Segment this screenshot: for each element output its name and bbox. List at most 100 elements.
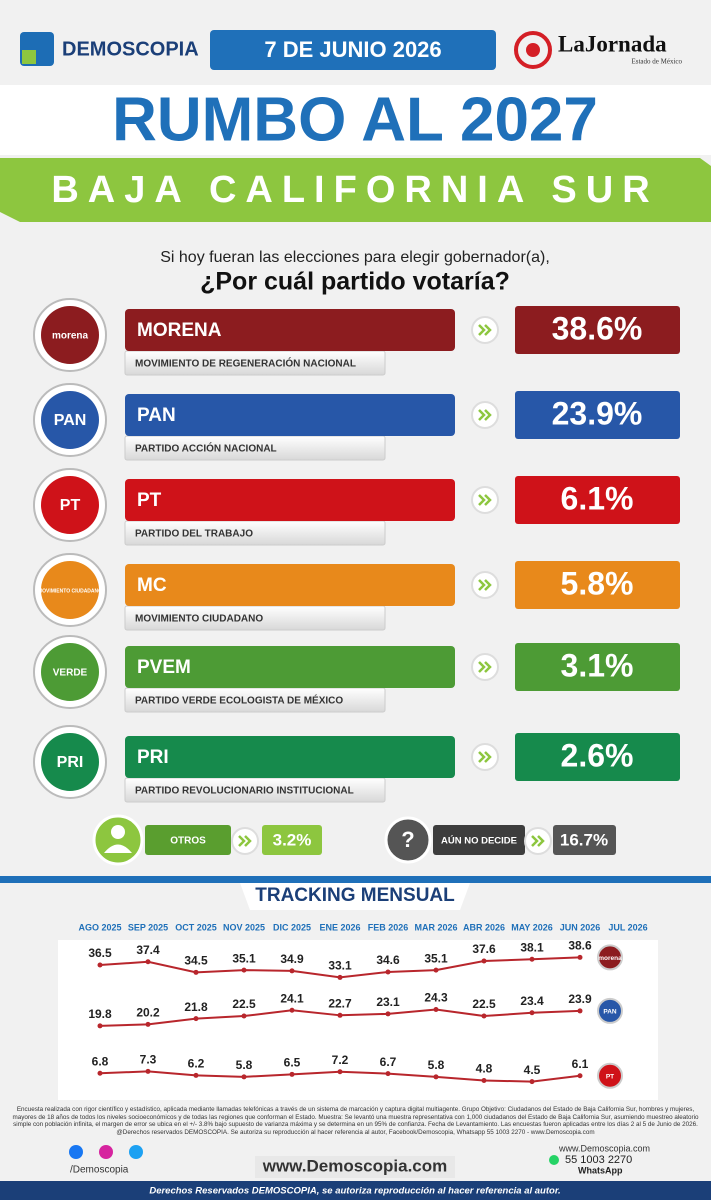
party-full-name: PARTIDO REVOLUCIONARIO INSTITUCIONAL: [135, 786, 354, 797]
party-logo-text: morena: [52, 331, 89, 342]
tracking-point: [289, 1071, 295, 1077]
party-full-name: PARTIDO DEL TRABAJO: [135, 529, 253, 540]
month-label: MAR 2026: [414, 922, 457, 932]
tracking-value: 6.1: [572, 1057, 589, 1071]
tracking-value: 20.2: [136, 1006, 160, 1020]
party-pct: 6.1%: [561, 480, 634, 516]
tracking-value: 35.1: [424, 951, 448, 965]
tracking-point: [145, 1068, 151, 1074]
website-box: [255, 1156, 455, 1178]
tracking-point: [337, 974, 343, 980]
tracking-value: 22.5: [472, 997, 496, 1011]
tracking-point: [97, 962, 103, 968]
others-box: [145, 825, 231, 855]
party-logo-text: PRI: [57, 754, 84, 771]
arrow-chevron: [478, 324, 492, 336]
whatsapp: WhatsApp: [578, 1165, 623, 1175]
month-label: DIC 2025: [273, 922, 311, 932]
month-label: MAY 2026: [511, 922, 553, 932]
tracking-point: [241, 967, 247, 973]
tracking-point: [481, 958, 487, 964]
tracking-band: [0, 876, 711, 883]
others-label: OTROS: [170, 836, 206, 847]
tracking-value: 6.5: [284, 1055, 301, 1069]
month-label: ENE 2026: [319, 922, 360, 932]
tracking-logo: [597, 997, 623, 1024]
tracking-value: 7.3: [140, 1053, 157, 1067]
tracking-point: [289, 968, 295, 974]
tracking-point: [241, 1074, 247, 1080]
party-logo-text: MOVIMIENTO CIUDADANO: [38, 588, 102, 594]
tracking-value: 24.3: [424, 991, 448, 1005]
rights-bar: [0, 1181, 711, 1200]
month-label: JUN 2026: [560, 922, 601, 932]
tracking-logo-text: PT: [606, 1073, 614, 1080]
arrow-chevron: [478, 579, 492, 591]
region-band: [0, 158, 711, 222]
question: ¿Por cuál partido votaría?: [200, 268, 510, 296]
tracking-tab: [240, 883, 470, 910]
party-pct: 2.6%: [561, 737, 634, 773]
tracking-value: 6.8: [92, 1054, 109, 1068]
disclaimer: Encuesta realizada con rigor científico …: [12, 1106, 699, 1136]
tracking-value: 23.1: [376, 995, 400, 1009]
tracking-value: 4.8: [476, 1062, 493, 1076]
tracking-value: 23.9: [568, 992, 592, 1006]
party-pct-box: [515, 733, 680, 781]
tracking-value: 34.5: [184, 953, 208, 967]
tracking-value: 34.9: [280, 952, 304, 966]
tracking-value: 24.1: [280, 991, 304, 1005]
tracking-point: [529, 1079, 535, 1085]
party-bar: [125, 736, 455, 778]
party-full-name: MOVIMIENTO DE REGENERACIÓN NACIONAL: [135, 357, 356, 370]
tracking-logo: [597, 1062, 623, 1089]
website[interactable]: www.Demoscopia.com: [262, 1156, 448, 1175]
instagram-icon: [99, 1145, 113, 1159]
party-logo-text: PAN: [54, 412, 87, 429]
undecided-pct-box: [553, 825, 616, 855]
tracking-point: [481, 1013, 487, 1019]
party-name: MC: [137, 575, 167, 596]
tracking-title: TRACKING MENSUAL: [255, 885, 455, 906]
phone: 55 1003 2270: [565, 1154, 632, 1166]
tracking-point: [481, 1078, 487, 1084]
party-pct-box: [515, 391, 680, 439]
twitter-icon: [129, 1145, 143, 1159]
tracking-value: 6.2: [188, 1057, 205, 1071]
others-icon: [92, 814, 144, 866]
party-name: PAN: [137, 405, 176, 426]
website-small[interactable]: www.Demoscopia.com: [558, 1143, 650, 1153]
month-label: JUL 2026: [608, 922, 647, 932]
party-logo: [41, 643, 99, 701]
party-pct-box: [515, 476, 680, 524]
month-label: NOV 2025: [223, 922, 265, 932]
undecided-pct: 16.7%: [560, 830, 608, 849]
tracking-value: 35.1: [232, 951, 256, 965]
party-logo: [41, 306, 99, 364]
arrow-chevron: [531, 835, 545, 847]
tracking-chart: AGO 2025 SEP 2025 OCT 2025 NOV 2025 DIC 2025…: [78, 922, 648, 1089]
month-label: OCT 2025: [175, 922, 217, 932]
tracking-point: [289, 1007, 295, 1013]
party-logo: [41, 476, 99, 534]
party-pct: 5.8%: [561, 565, 634, 601]
arrow-chevron: [478, 751, 492, 763]
brand-logo-accent: [22, 50, 36, 64]
tracking-point: [337, 1012, 343, 1018]
tracking-point: [193, 969, 199, 975]
party-rows: morena MOVIMIENTO DE REGENERACIÓN NACIONA…: [33, 298, 680, 803]
month-label: ABR 2026: [463, 922, 505, 932]
tracking-value: 34.6: [376, 953, 400, 967]
tracking-point: [577, 1073, 583, 1079]
party-full-name: PARTIDO VERDE ECOLOGISTA DE MÉXICO: [135, 694, 343, 707]
tracking-point: [97, 1023, 103, 1029]
date: 7 DE JUNIO 2026: [264, 37, 441, 62]
party-pct-box: [515, 643, 680, 691]
party-pct: 3.1%: [561, 647, 634, 683]
tracking-point: [145, 1021, 151, 1027]
party-bar: [125, 479, 455, 521]
tracking-point: [577, 954, 583, 960]
month-label: SEP 2025: [128, 922, 168, 932]
party-bar: [125, 564, 455, 606]
